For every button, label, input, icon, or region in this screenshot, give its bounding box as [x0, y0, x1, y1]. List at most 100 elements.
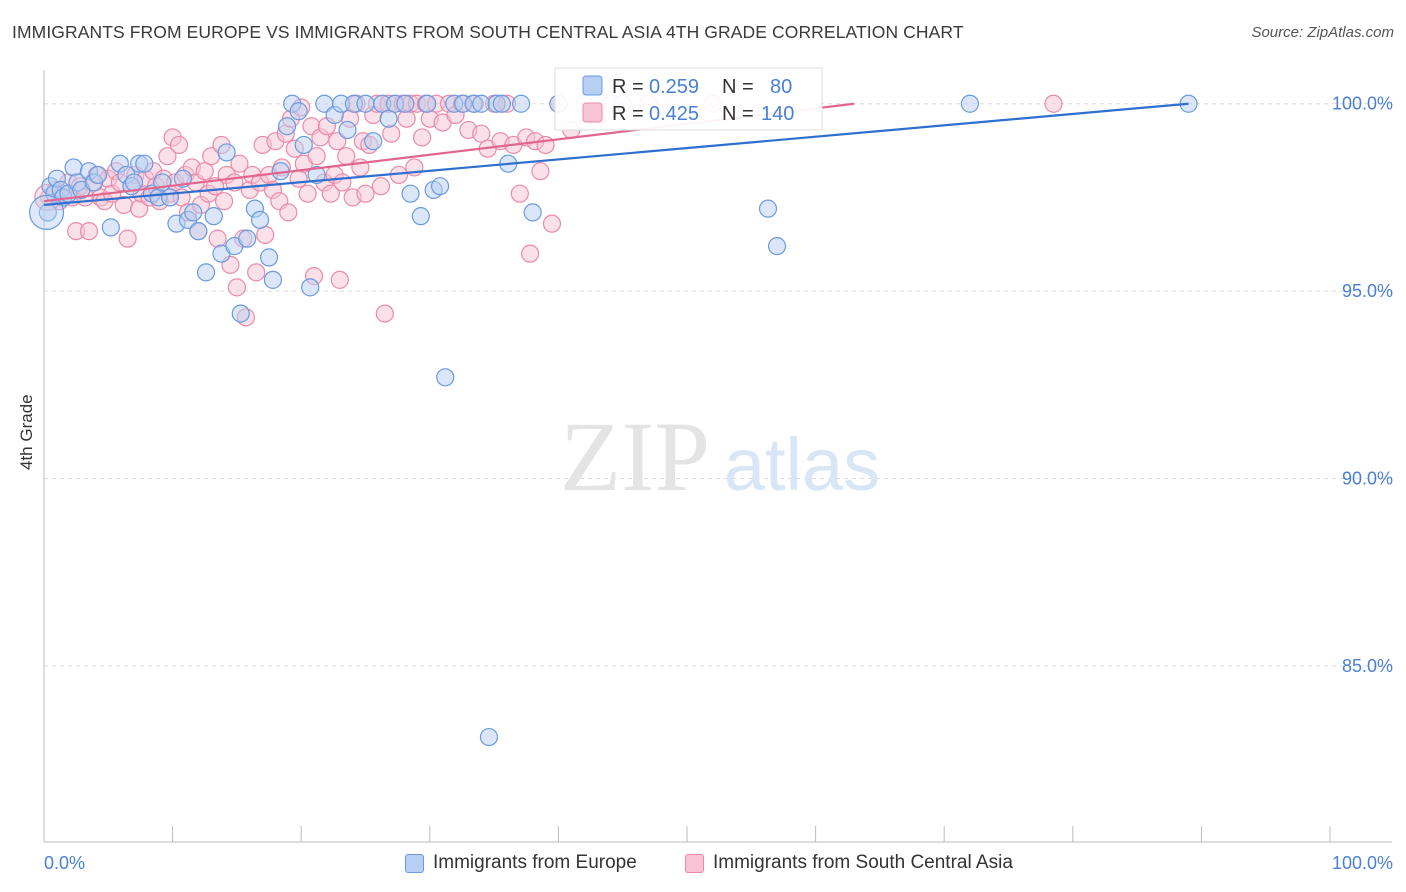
europe-point-30 — [204, 207, 223, 226]
south-central-asia-point-84 — [330, 270, 349, 289]
zipatlas-watermark: ZIP atlas — [560, 401, 880, 512]
europe-point-39 — [263, 270, 283, 289]
europe-point-23 — [160, 188, 180, 207]
europe-point-43 — [289, 102, 308, 121]
south-central-asia-point-58 — [247, 263, 266, 282]
stats-r-value-europe: 0.259 — [649, 76, 699, 98]
south-central-asia-point-123 — [510, 184, 529, 203]
y-tick-label-0: 85.0% — [1342, 656, 1393, 676]
europe-point-12 — [88, 165, 108, 185]
chart-title: IMMIGRANTS FROM EUROPE VS IMMIGRANTS FRO… — [12, 22, 964, 42]
europe-point-53 — [364, 132, 383, 151]
europe-point-78 — [960, 94, 980, 113]
legend-label-europe: Immigrants from Europe — [433, 852, 637, 873]
south-central-asia-point-42 — [195, 162, 214, 181]
europe-point-72 — [512, 94, 531, 113]
south-central-asia-point-74 — [298, 184, 317, 203]
south-central-asia-point-127 — [531, 162, 550, 181]
europe-point-60 — [418, 94, 437, 113]
south-central-asia-point-81 — [321, 184, 340, 203]
europe-point-67 — [472, 94, 491, 113]
europe-point-57 — [396, 94, 415, 113]
europe-point-13 — [101, 218, 120, 237]
legend-label-south-central-asia: Immigrants from South Central Asia — [713, 852, 1013, 873]
legend-item-europe[interactable]: Immigrants from Europe — [405, 852, 637, 874]
south-central-asia-point-129 — [542, 214, 562, 233]
europe-point-50 — [338, 120, 357, 140]
europe-point-76 — [758, 199, 778, 218]
x-tick-label-min: 0.0% — [44, 853, 85, 873]
y-axis-label: 4th Grade — [17, 394, 36, 470]
stats-r-label-europe: R = — [612, 76, 644, 98]
legend-swatch-south-central-asia — [685, 853, 704, 873]
south-central-asia-point-52 — [227, 278, 246, 297]
south-central-asia-point-46 — [208, 229, 227, 248]
south-central-asia-point-68 — [279, 203, 298, 222]
south-central-asia-point-117 — [472, 124, 491, 143]
europe-point-55 — [379, 109, 398, 128]
tick-labels: 85.0% 90.0% 95.0% 100.0% 0.0% 100.0% — [44, 94, 1393, 873]
stats-r-label-south-central-asia: R = — [612, 103, 644, 125]
stats-legend-swatch-europe — [582, 75, 603, 96]
grid-lines — [44, 103, 1392, 667]
trend-line-europe — [43, 102, 1189, 207]
europe-point-73 — [523, 203, 542, 222]
legend-item-south-central-asia[interactable]: Immigrants from South Central Asia — [685, 852, 1013, 874]
south-central-asia-point-92 — [356, 184, 375, 203]
europe-point-77 — [767, 237, 787, 256]
europe-point-52 — [356, 94, 375, 113]
europe-point-44 — [294, 135, 313, 155]
series-europe-points — [28, 94, 1198, 747]
europe-point-38 — [259, 248, 279, 267]
europe-point-7 — [64, 158, 83, 177]
watermark-atlas: atlas — [724, 423, 880, 506]
south-central-asia-point-34 — [169, 135, 189, 155]
stats-n-value-europe: 80 — [770, 76, 792, 98]
south-central-asia-point-139 — [1044, 94, 1063, 113]
europe-point-32 — [217, 143, 236, 162]
watermark-zip: ZIP — [560, 401, 710, 512]
south-central-asia-point-86 — [337, 147, 356, 166]
y-tick-label-2: 95.0% — [1342, 281, 1393, 301]
y-tick-label-3: 100.0% — [1332, 94, 1393, 114]
stats-legend: R = 0.259 N = 80 R = 0.425 N = 140 — [554, 67, 823, 131]
south-central-asia-point-9 — [79, 222, 99, 241]
europe-point-29 — [196, 263, 216, 282]
europe-point-34 — [231, 304, 250, 323]
europe-point-59 — [411, 207, 430, 226]
south-central-asia-point-99 — [382, 124, 401, 143]
stats-n-label-south-central-asia: N = — [722, 103, 754, 125]
south-central-asia-point-128 — [536, 135, 555, 155]
y-tick-label-1: 90.0% — [1342, 468, 1393, 488]
europe-point-28 — [189, 222, 208, 241]
south-central-asia-point-48 — [214, 192, 234, 211]
europe-point-68 — [479, 727, 499, 747]
south-central-asia-point-97 — [375, 304, 394, 323]
south-central-asia-point-96 — [371, 177, 391, 196]
south-central-asia-point-19 — [118, 229, 137, 248]
europe-point-37 — [250, 210, 270, 230]
legend-swatch-europe — [405, 853, 424, 873]
stats-legend-swatch-south-central-asia — [582, 102, 603, 123]
stats-n-value-south-central-asia: 140 — [761, 103, 794, 125]
europe-point-62 — [430, 177, 450, 196]
source-label: Source: ZipAtlas.com — [1251, 24, 1394, 41]
x-tick-label-max: 100.0% — [1332, 853, 1393, 873]
europe-point-19 — [135, 154, 154, 173]
south-central-asia-point-53 — [230, 154, 249, 173]
south-central-asia-point-125 — [521, 244, 540, 263]
europe-point-41 — [277, 117, 297, 136]
south-central-asia-point-30 — [158, 147, 177, 166]
stats-n-label-europe: N = — [722, 76, 754, 98]
stats-r-value-south-central-asia: 0.425 — [649, 103, 699, 125]
south-central-asia-point-107 — [412, 128, 432, 147]
europe-point-27 — [184, 203, 203, 222]
europe-point-35 — [238, 229, 257, 248]
europe-point-17 — [124, 173, 144, 192]
south-central-asia-point-77 — [307, 147, 326, 166]
series-legend: Immigrants from Europe Immigrants from S… — [0, 852, 1406, 878]
axes — [43, 70, 1392, 843]
europe-point-46 — [307, 165, 326, 185]
south-central-asia-point-85 — [333, 173, 352, 192]
